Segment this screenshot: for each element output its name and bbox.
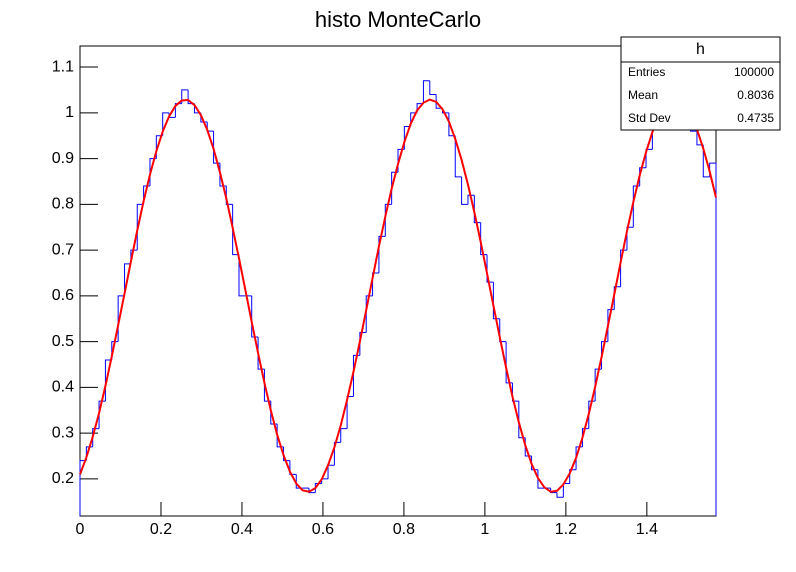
y-tick-label: 0.8 (52, 196, 74, 213)
x-tick-label: 1.2 (555, 521, 577, 538)
histogram-bin (473, 195, 481, 224)
histogram-bin (461, 176, 468, 205)
histogram-bin (238, 254, 246, 297)
histogram-bin (289, 460, 297, 475)
histogram-bin (556, 492, 564, 498)
histogram-bin (492, 282, 500, 320)
y-tick-label: 0.5 (52, 333, 74, 350)
stats-title: h (696, 41, 705, 58)
histogram-bin (232, 204, 239, 256)
histogram-bin (531, 456, 538, 471)
stats-box (620, 36, 781, 131)
histogram-bin (511, 382, 519, 402)
histogram-bin (98, 400, 106, 429)
histogram-bin (620, 249, 627, 287)
histogram-bin (422, 80, 430, 104)
histogram-bin (588, 400, 596, 429)
y-tick-label: 1 (65, 104, 74, 121)
stats-label: Mean (628, 88, 658, 102)
histogram-bin (435, 94, 443, 109)
histogram-bin (251, 295, 259, 338)
y-tick-label: 0.7 (52, 241, 74, 258)
y-tick-label: 1.1 (52, 58, 74, 75)
histogram-bin (613, 286, 621, 310)
histogram-bin (480, 222, 488, 256)
stats-value: 0.8036 (737, 88, 774, 102)
histogram-bin (702, 144, 710, 178)
histogram-bin (384, 203, 392, 237)
x-tick-label: 0 (76, 521, 85, 538)
histogram-bin (124, 263, 131, 296)
histogram-bin (333, 441, 341, 466)
x-tick-label: 0.6 (312, 521, 334, 538)
chart-title: histo MonteCarlo (315, 7, 481, 32)
histogram-bin (225, 186, 233, 205)
histogram-bin (639, 167, 647, 187)
histogram-bin (283, 446, 290, 462)
histogram-bin (454, 135, 462, 178)
y-tick-label: 0.3 (52, 424, 74, 441)
histogram-bin (92, 428, 100, 447)
x-tick-label: 0.8 (393, 521, 415, 538)
stats-label: Entries (628, 65, 665, 79)
histogram-bin (569, 469, 577, 484)
x-tick-label: 0.4 (231, 521, 253, 538)
histogram-bin (181, 89, 189, 104)
histogram-bin (429, 80, 437, 96)
y-tick-label: 0.6 (52, 287, 74, 304)
x-tick-label: 0.2 (150, 521, 172, 538)
histogram-bin (359, 331, 367, 356)
x-tick-label: 1.4 (636, 521, 658, 538)
histogram-bin (486, 254, 494, 283)
stats-value: 0.4735 (737, 111, 774, 125)
fit-line (79, 98, 717, 493)
histogram-bin (467, 194, 475, 205)
histogram-bin (378, 235, 386, 273)
histogram-bin (162, 112, 170, 136)
stats-value: 100000 (734, 65, 774, 79)
stats-label: Std Dev (628, 111, 671, 125)
y-tick-label: 0.2 (52, 470, 74, 487)
y-tick-label: 0.9 (52, 150, 74, 167)
y-tick-label: 0.4 (52, 379, 74, 396)
x-tick-label: 1 (480, 521, 489, 538)
histogram-bin (174, 103, 182, 118)
histogram-bin (365, 295, 373, 333)
